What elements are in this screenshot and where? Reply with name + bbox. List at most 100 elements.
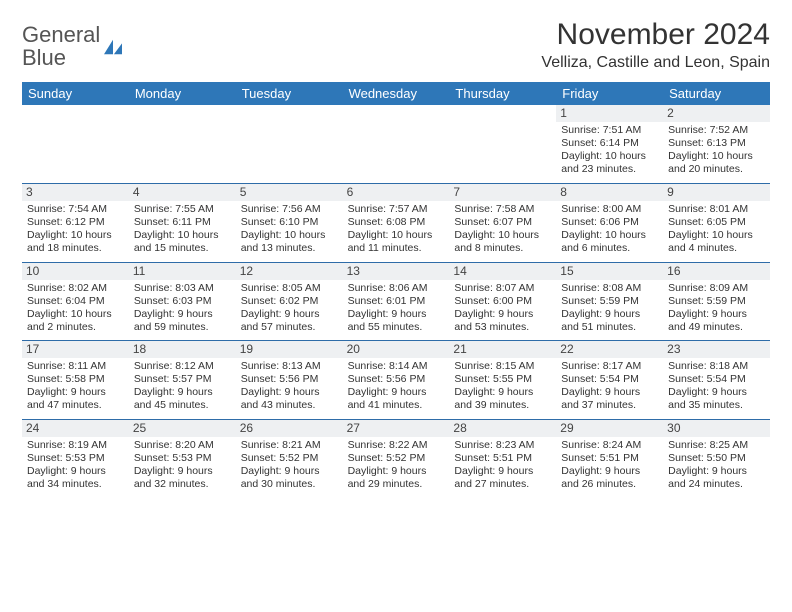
weekday-header: Sunday Monday Tuesday Wednesday Thursday… xyxy=(22,82,770,105)
daylight-text: and 39 minutes. xyxy=(454,399,551,412)
day-cell: 28Sunrise: 8:23 AMSunset: 5:51 PMDayligh… xyxy=(449,419,556,498)
week-row: 10Sunrise: 8:02 AMSunset: 6:04 PMDayligh… xyxy=(22,262,770,341)
sunrise-text: Sunrise: 8:21 AM xyxy=(241,439,338,452)
sunrise-text: Sunrise: 7:52 AM xyxy=(668,124,765,137)
daylight-text: Daylight: 9 hours xyxy=(561,386,658,399)
sunset-text: Sunset: 5:54 PM xyxy=(561,373,658,386)
daylight-text: and 53 minutes. xyxy=(454,321,551,334)
sunrise-text: Sunrise: 7:57 AM xyxy=(348,203,445,216)
day-number: 13 xyxy=(343,263,450,280)
daylight-text: Daylight: 10 hours xyxy=(134,229,231,242)
week-row: 1Sunrise: 7:51 AMSunset: 6:14 PMDaylight… xyxy=(22,105,770,183)
day-cell: 15 Sunrise: 8:08 AMSunset: 5:59 PMDayligh… xyxy=(556,262,663,341)
daylight-text: and 57 minutes. xyxy=(241,321,338,334)
month-title: November 2024 xyxy=(541,18,770,52)
daylight-text: and 24 minutes. xyxy=(668,478,765,491)
weeks-container: 1Sunrise: 7:51 AMSunset: 6:14 PMDaylight… xyxy=(22,105,770,497)
sunset-text: Sunset: 5:59 PM xyxy=(561,295,658,308)
sunset-text: Sunset: 6:02 PM xyxy=(241,295,338,308)
day-number: 28 xyxy=(449,420,556,437)
day-cell: 27Sunrise: 8:22 AMSunset: 5:52 PMDayligh… xyxy=(343,419,450,498)
daylight-text: and 35 minutes. xyxy=(668,399,765,412)
day-cell: 22Sunrise: 8:17 AMSunset: 5:54 PMDayligh… xyxy=(556,340,663,419)
sunset-text: Sunset: 5:56 PM xyxy=(348,373,445,386)
sunset-text: Sunset: 6:07 PM xyxy=(454,216,551,229)
day-cell: 8Sunrise: 8:00 AMSunset: 6:06 PMDaylight… xyxy=(556,183,663,262)
sunset-text: Sunset: 6:06 PM xyxy=(561,216,658,229)
day-cell: 20Sunrise: 8:14 AMSunset: 5:56 PMDayligh… xyxy=(343,340,450,419)
sunset-text: Sunset: 6:14 PM xyxy=(561,137,658,150)
daylight-text: Daylight: 9 hours xyxy=(241,465,338,478)
day-number: 26 xyxy=(236,420,343,437)
sunset-text: Sunset: 6:08 PM xyxy=(348,216,445,229)
sunset-text: Sunset: 5:50 PM xyxy=(668,452,765,465)
sunset-text: Sunset: 6:12 PM xyxy=(27,216,124,229)
day-cell: 21Sunrise: 8:15 AMSunset: 5:55 PMDayligh… xyxy=(449,340,556,419)
day-cell: 2Sunrise: 7:52 AMSunset: 6:13 PMDaylight… xyxy=(663,105,770,183)
day-number: 3 xyxy=(22,184,129,201)
day-number: 2 xyxy=(663,105,770,122)
day-number: 14 xyxy=(449,263,556,280)
weekday-sunday: Sunday xyxy=(22,82,129,105)
sunset-text: Sunset: 5:56 PM xyxy=(241,373,338,386)
day-number: 21 xyxy=(449,341,556,358)
sunrise-text: Sunrise: 7:54 AM xyxy=(27,203,124,216)
day-cell: 29Sunrise: 8:24 AMSunset: 5:51 PMDayligh… xyxy=(556,419,663,498)
sunset-text: Sunset: 5:51 PM xyxy=(454,452,551,465)
daylight-text: Daylight: 10 hours xyxy=(668,229,765,242)
daylight-text: Daylight: 9 hours xyxy=(561,465,658,478)
daylight-text: and 45 minutes. xyxy=(134,399,231,412)
sunset-text: Sunset: 6:10 PM xyxy=(241,216,338,229)
daylight-text: and 32 minutes. xyxy=(134,478,231,491)
daylight-text: and 43 minutes. xyxy=(241,399,338,412)
day-number: 15 xyxy=(556,263,663,280)
daylight-text: Daylight: 9 hours xyxy=(561,308,658,321)
day-cell-blank xyxy=(236,105,343,183)
daylight-text: and 59 minutes. xyxy=(134,321,231,334)
sunset-text: Sunset: 5:51 PM xyxy=(561,452,658,465)
daylight-text: Daylight: 9 hours xyxy=(27,386,124,399)
daylight-text: and 2 minutes. xyxy=(27,321,124,334)
sunset-text: Sunset: 5:57 PM xyxy=(134,373,231,386)
daylight-text: and 13 minutes. xyxy=(241,242,338,255)
sunrise-text: Sunrise: 8:08 AM xyxy=(561,282,658,295)
day-number: 5 xyxy=(236,184,343,201)
daylight-text: and 11 minutes. xyxy=(348,242,445,255)
sunrise-text: Sunrise: 8:12 AM xyxy=(134,360,231,373)
daylight-text: Daylight: 9 hours xyxy=(348,386,445,399)
day-number: 16 xyxy=(663,263,770,280)
day-number: 6 xyxy=(343,184,450,201)
sunrise-text: Sunrise: 8:14 AM xyxy=(348,360,445,373)
day-cell: 17Sunrise: 8:11 AMSunset: 5:58 PMDayligh… xyxy=(22,340,129,419)
daylight-text: and 18 minutes. xyxy=(27,242,124,255)
daylight-text: Daylight: 9 hours xyxy=(454,308,551,321)
day-number: 17 xyxy=(22,341,129,358)
day-number: 19 xyxy=(236,341,343,358)
day-cell-blank xyxy=(129,105,236,183)
daylight-text: and 26 minutes. xyxy=(561,478,658,491)
day-cell: 3Sunrise: 7:54 AMSunset: 6:12 PMDaylight… xyxy=(22,183,129,262)
day-cell-blank xyxy=(22,105,129,183)
day-number: 10 xyxy=(22,263,129,280)
day-cell: 30Sunrise: 8:25 AMSunset: 5:50 PMDayligh… xyxy=(663,419,770,498)
daylight-text: and 29 minutes. xyxy=(348,478,445,491)
daylight-text: and 47 minutes. xyxy=(27,399,124,412)
sunrise-text: Sunrise: 7:58 AM xyxy=(454,203,551,216)
daylight-text: Daylight: 10 hours xyxy=(348,229,445,242)
day-number: 9 xyxy=(663,184,770,201)
daylight-text: and 55 minutes. xyxy=(348,321,445,334)
sunset-text: Sunset: 5:54 PM xyxy=(668,373,765,386)
daylight-text: Daylight: 9 hours xyxy=(348,308,445,321)
daylight-text: Daylight: 9 hours xyxy=(241,308,338,321)
day-cell: 4Sunrise: 7:55 AMSunset: 6:11 PMDaylight… xyxy=(129,183,236,262)
daylight-text: and 8 minutes. xyxy=(454,242,551,255)
week-row: 3 Sunrise: 7:54 AMSunset: 6:12 PM Daylight… xyxy=(22,183,770,262)
sunset-text: Sunset: 6:13 PM xyxy=(668,137,765,150)
sunset-text: Sunset: 5:59 PM xyxy=(668,295,765,308)
sunset-text: Sunset: 5:52 PM xyxy=(348,452,445,465)
daylight-text: Daylight: 9 hours xyxy=(241,386,338,399)
weekday-wednesday: Wednesday xyxy=(343,82,450,105)
daylight-text: and 37 minutes. xyxy=(561,399,658,412)
sunset-text: Sunset: 5:52 PM xyxy=(241,452,338,465)
day-number: 24 xyxy=(22,420,129,437)
